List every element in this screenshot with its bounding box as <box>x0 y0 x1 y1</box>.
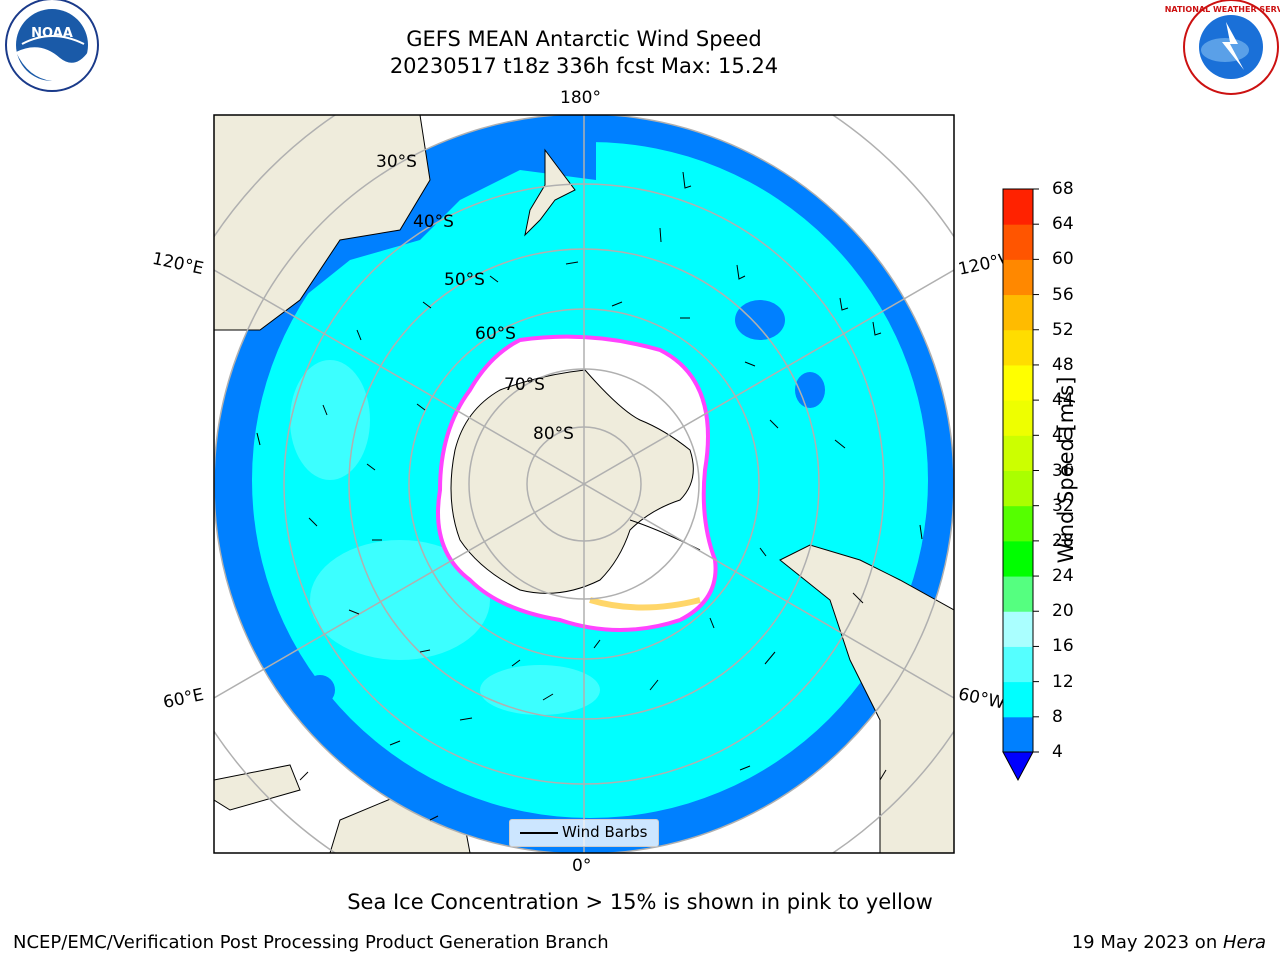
colorbar-tick-label: 36 <box>1052 460 1074 481</box>
lat-label-50s: 50°S <box>444 270 485 290</box>
lon-label-180: 180° <box>560 88 601 108</box>
colorbar-tick-label: 44 <box>1052 390 1074 411</box>
legend-label: Wind Barbs <box>562 823 648 841</box>
legend-box: Wind Barbs <box>509 819 659 847</box>
colorbar-label: Wind Speed [m/s] <box>1054 376 1078 564</box>
colorbar-tick-label: 28 <box>1052 530 1074 551</box>
colorbar-tick-label: 12 <box>1052 671 1074 692</box>
legend-line-icon <box>520 832 558 834</box>
lat-label-40s: 40°S <box>413 212 454 232</box>
wind-barbs <box>256 171 923 821</box>
map-frame <box>213 114 955 854</box>
colorbar-tick-label: 40 <box>1052 425 1074 446</box>
footer-credit: NCEP/EMC/Verification Post Processing Pr… <box>13 932 609 953</box>
footer-date: 19 May 2023 on Hera <box>1072 932 1266 953</box>
lon-label-0: 0° <box>572 856 592 876</box>
colorbar-tick-label: 48 <box>1052 354 1074 375</box>
footer-date-text: 19 May 2023 on <box>1071 932 1223 953</box>
colorbar-tick-label: 20 <box>1052 601 1074 622</box>
colorbar-tick-label: 52 <box>1052 319 1074 340</box>
colorbar-tick-label: 56 <box>1052 284 1074 305</box>
chart-title: GEFS MEAN Antarctic Wind Speed <box>406 27 762 51</box>
colorbar-tick-label: 60 <box>1052 249 1074 270</box>
lat-label-70s: 70°S <box>504 375 545 395</box>
chart-subtitle: 20230517 t18z 336h fcst Max: 15.24 <box>389 54 779 78</box>
colorbar-tick-label: 68 <box>1052 179 1074 199</box>
colorbar-tick-label: 16 <box>1052 636 1074 657</box>
lat-label-80s: 80°S <box>533 424 574 444</box>
colorbar-tick-label: 8 <box>1052 706 1063 727</box>
lat-label-60s: 60°S <box>475 324 516 344</box>
colorbar-tick-label: 32 <box>1052 495 1074 516</box>
lat-label-30s: 30°S <box>376 152 417 172</box>
colorbar-tick-label: 4 <box>1052 742 1063 762</box>
graticule <box>214 115 954 853</box>
footer-host: Hera <box>1222 932 1266 953</box>
colorbar-tick-label: 64 <box>1052 214 1074 235</box>
colorbar-tick-label: 24 <box>1052 566 1074 587</box>
sea-ice-caption: Sea Ice Concentration > 15% is shown in … <box>347 890 933 914</box>
